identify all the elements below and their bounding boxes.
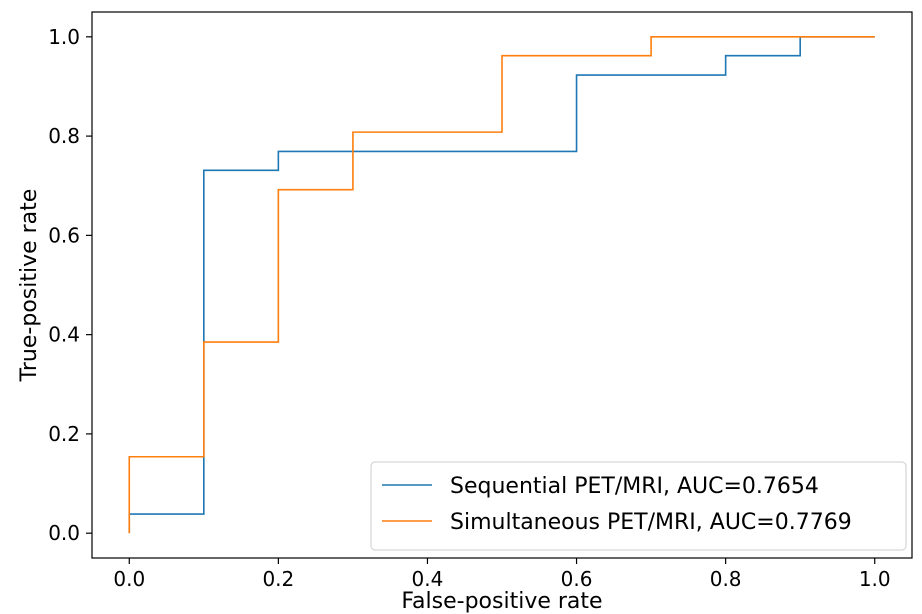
- y-tick-label: 0.2: [48, 422, 80, 446]
- y-tick-label: 0.4: [48, 323, 80, 347]
- y-axis-label: True-positive rate: [17, 189, 42, 383]
- series-line-0: [128, 36, 875, 534]
- x-axis: 0.0 0.2 0.4 0.6 0.8 1.0: [113, 558, 891, 591]
- y-tick-label: 0.8: [48, 124, 80, 148]
- legend-label-sequential: Sequential PET/MRI, AUC=0.7654: [450, 474, 819, 499]
- legend-label-simultaneous: Simultaneous PET/MRI, AUC=0.7769: [450, 510, 852, 535]
- x-axis-label: False-positive rate: [401, 589, 602, 614]
- legend-box: [370, 461, 907, 551]
- x-tick-label: 0.2: [262, 567, 294, 591]
- legend: Sequential PET/MRI, AUC=0.7654 Simultane…: [370, 461, 907, 551]
- y-tick-label: 0.6: [48, 223, 80, 247]
- x-tick-label: 1.0: [859, 567, 891, 591]
- x-tick-label: 0.4: [412, 567, 444, 591]
- x-tick-label: 0.0: [113, 567, 145, 591]
- x-tick-label: 0.6: [561, 567, 593, 591]
- plot-area: [128, 36, 875, 534]
- y-tick-label: 0.0: [48, 521, 80, 545]
- series-line-1: [128, 36, 875, 534]
- x-tick-label: 0.8: [710, 567, 742, 591]
- y-tick-label: 1.0: [48, 25, 80, 49]
- axes-frame: [91, 11, 913, 559]
- y-axis: 0.0 0.2 0.4 0.6 0.8 1.0: [48, 25, 92, 545]
